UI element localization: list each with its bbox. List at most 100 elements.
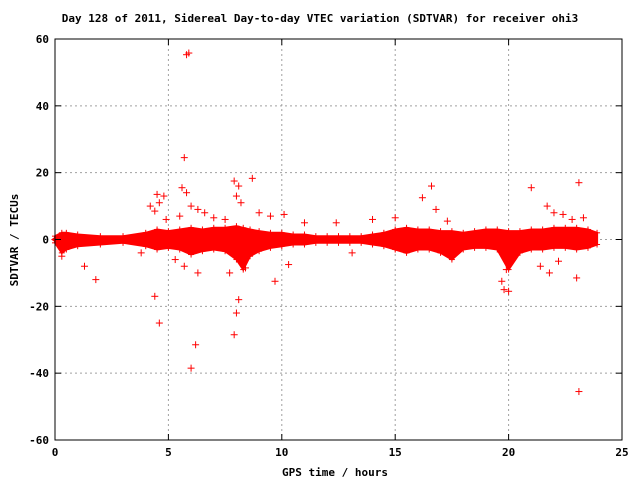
band-edge-point — [142, 229, 149, 236]
x-tick-label: 10 — [275, 446, 288, 459]
band-edge-point — [324, 233, 331, 240]
band-edge-point — [403, 249, 410, 256]
data-point — [153, 190, 161, 198]
x-tick-label: 25 — [615, 446, 628, 459]
data-point — [178, 184, 186, 192]
axis-ticks: 0 5 10 15 20 25 -60 -40 -20 0 20 40 60 — [29, 33, 629, 459]
data-point — [545, 269, 553, 277]
data-point — [171, 256, 179, 264]
band-edge-point — [550, 224, 557, 231]
band-edge-point — [346, 233, 353, 240]
y-tick-label: -20 — [29, 300, 49, 313]
band-edge-point — [437, 249, 444, 256]
band-edge-point — [256, 228, 263, 235]
data-point — [575, 179, 583, 187]
data-point — [348, 249, 356, 257]
data-point — [235, 182, 243, 190]
x-axis-label: GPS time / hours — [282, 466, 388, 479]
data-point — [151, 292, 159, 300]
data-point — [230, 177, 238, 185]
band-edge-point — [63, 246, 70, 253]
band-edge-point — [426, 226, 433, 233]
data-point — [180, 154, 188, 162]
band-edge-point — [267, 229, 274, 236]
band-edge-point — [460, 246, 467, 253]
band-edge-point — [324, 239, 331, 246]
data-point — [194, 205, 202, 213]
data-point — [418, 194, 426, 202]
y-tick-label: 40 — [36, 100, 49, 113]
data-point — [146, 202, 154, 210]
data-point — [201, 209, 209, 217]
data-point — [498, 277, 506, 285]
band-edge-point — [471, 244, 478, 251]
data-point — [230, 331, 238, 339]
data-point — [192, 341, 200, 349]
band-edge-point — [505, 228, 512, 235]
band-edge-point — [516, 228, 523, 235]
data-point — [232, 309, 240, 317]
data-point — [210, 214, 218, 222]
band-edge-point — [97, 241, 104, 248]
data-point — [226, 269, 234, 277]
band-edge-point — [562, 244, 569, 251]
data-point — [80, 262, 88, 270]
data-point — [505, 287, 513, 295]
data-point — [155, 199, 163, 207]
band-edge-point — [539, 226, 546, 233]
data-point — [500, 286, 508, 294]
data-point — [151, 207, 159, 215]
chart-title: Day 128 of 2011, Sidereal Day-to-day VTE… — [62, 12, 579, 25]
band-edge-point — [188, 251, 195, 258]
band-edge-point — [494, 246, 501, 253]
band-edge-point — [335, 239, 342, 246]
data-point — [187, 202, 195, 210]
data-point — [237, 199, 245, 207]
data-point — [162, 215, 170, 223]
data-point — [180, 262, 188, 270]
band-edge-point — [414, 226, 421, 233]
data-point — [391, 214, 399, 222]
band-edge-point — [482, 226, 489, 233]
data-point — [575, 388, 583, 396]
data-point — [285, 261, 293, 269]
data-point — [92, 276, 100, 284]
band-edge-point — [222, 248, 229, 255]
band-edge-point — [210, 246, 217, 253]
band-edge-point — [528, 226, 535, 233]
data-point — [573, 274, 581, 282]
data-point — [242, 264, 250, 272]
x-tick-label: 20 — [502, 446, 515, 459]
data-point — [185, 49, 193, 57]
band-edge-point — [120, 239, 127, 246]
y-tick-label: -60 — [29, 434, 49, 447]
data-point — [550, 209, 558, 217]
band-edge-point — [278, 243, 285, 250]
data-point — [280, 210, 288, 218]
band-edge-point — [380, 229, 387, 236]
data-point — [194, 269, 202, 277]
band-edge-point — [414, 246, 421, 253]
y-tick-label: -40 — [29, 367, 49, 380]
y-tick-label: 0 — [42, 234, 49, 247]
band-edge-point — [312, 233, 319, 240]
band-edge-point — [392, 226, 399, 233]
band-edge-point — [335, 233, 342, 240]
data-point — [559, 210, 567, 218]
data-point — [160, 192, 168, 200]
band-edge-point — [301, 241, 308, 248]
y-tick-label: 20 — [36, 167, 49, 180]
data-band — [51, 223, 601, 273]
band-edge-point — [301, 231, 308, 238]
data-point — [543, 202, 551, 210]
band-edge-point — [233, 223, 240, 230]
data-point — [271, 277, 279, 285]
data-point — [232, 192, 240, 200]
band-edge-point — [267, 244, 274, 251]
data-point — [183, 189, 191, 197]
band-edge-point — [392, 246, 399, 253]
data-point — [255, 209, 263, 217]
data-point — [266, 212, 274, 220]
data-point — [432, 205, 440, 213]
band-edge-point — [199, 226, 206, 233]
